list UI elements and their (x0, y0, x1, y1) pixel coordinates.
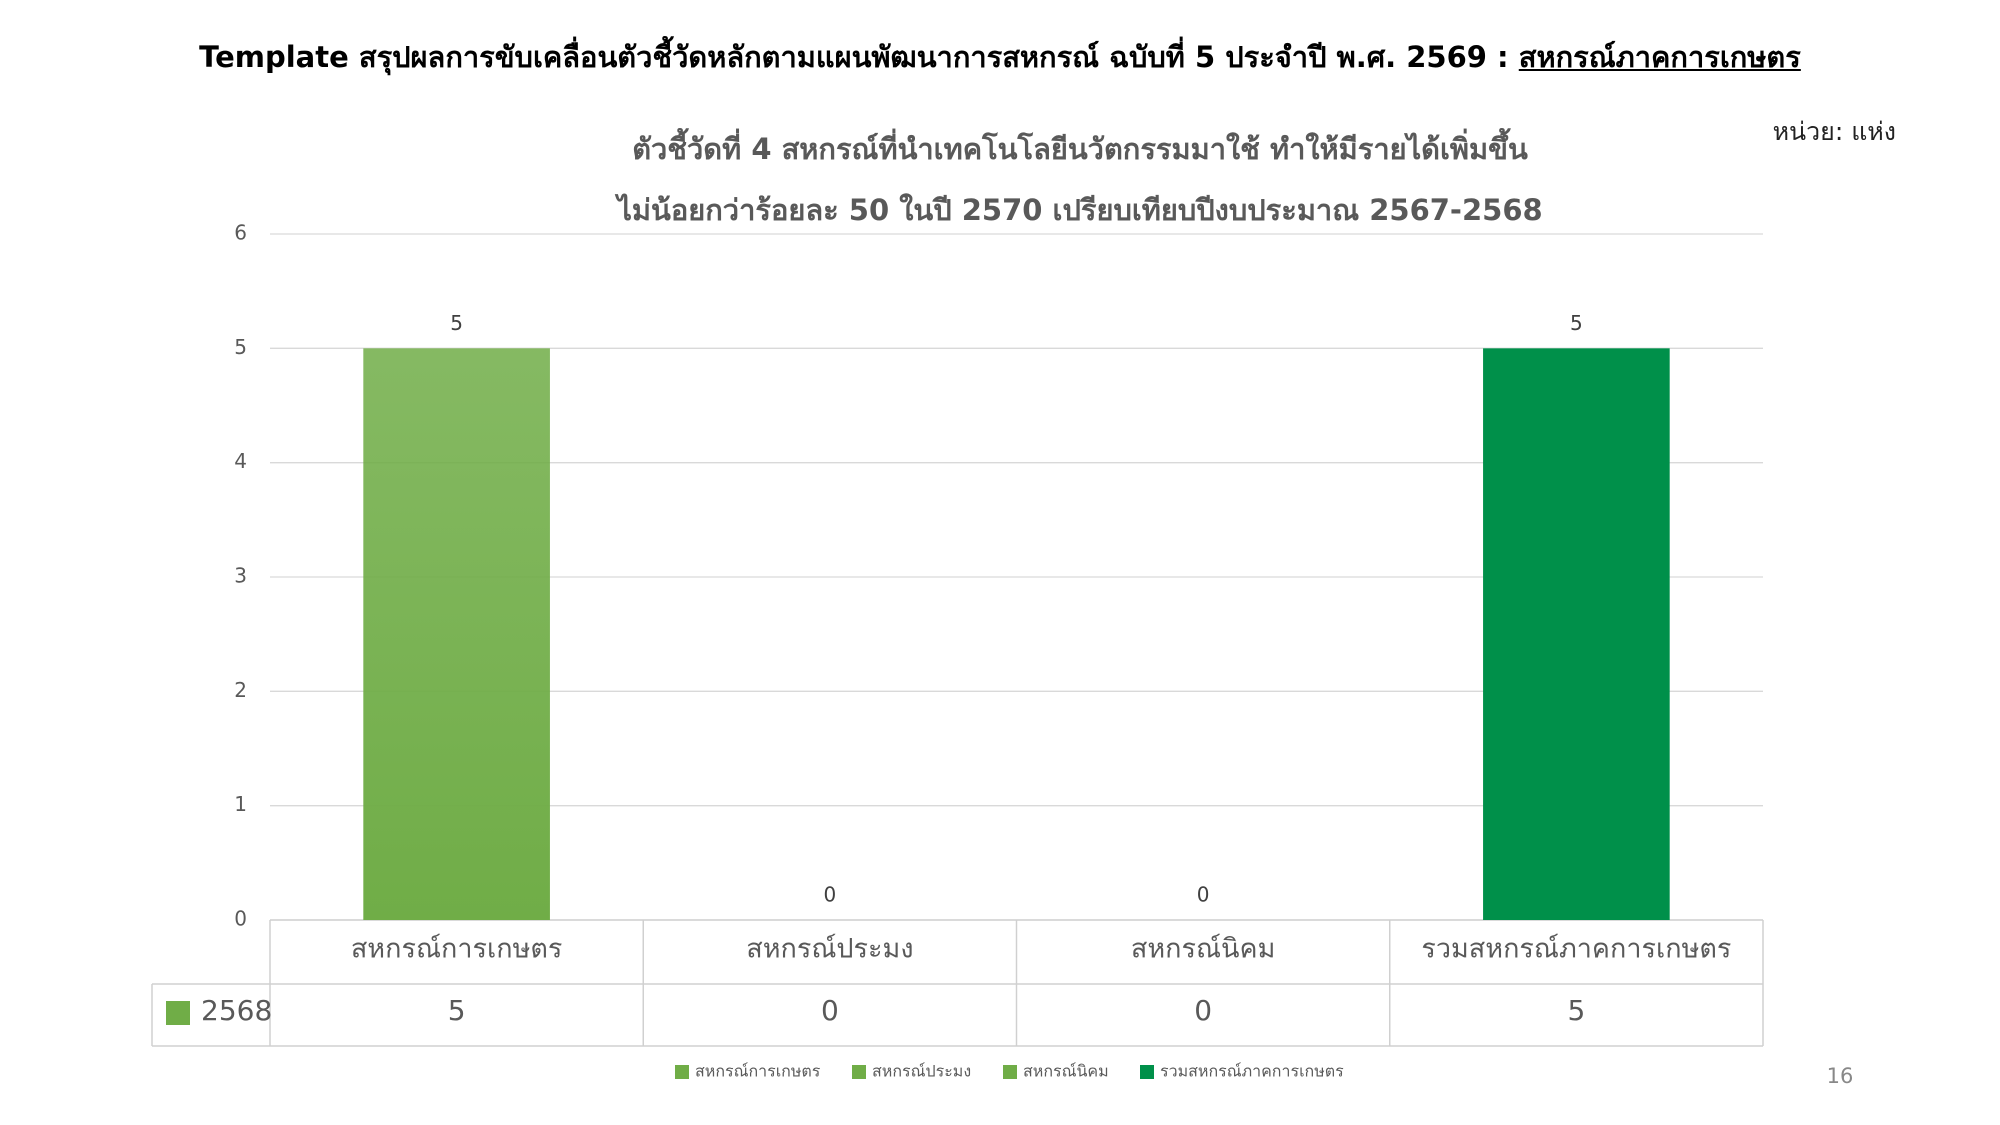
page-number: 16 (1827, 1064, 1854, 1088)
legend-label: สหกรณ์นิคม (1023, 1062, 1109, 1081)
x-tick-label: สหกรณ์นิคม (1131, 933, 1276, 965)
legend-key (675, 1065, 689, 1079)
page-title: Template สรุปผลการขับเคลื่อนตัวชี้วัดหลั… (0, 34, 2000, 80)
y-tick-label: 2 (234, 678, 247, 702)
legend-key (1003, 1065, 1017, 1079)
table-value: 0 (821, 994, 839, 1027)
legend-label: รวมสหกรณ์ภาคการเกษตร (1160, 1062, 1344, 1081)
x-tick-label: สหกรณ์การเกษตร (351, 933, 563, 965)
table-value: 5 (448, 994, 466, 1027)
data-label: 0 (824, 883, 837, 907)
legend-label: สหกรณ์ประมง (872, 1062, 971, 1081)
chart-subtitle: ไม่น้อยกว่าร้อยละ 50 ในปี 2570 เปรียบเที… (614, 193, 1542, 227)
table-series-name: 2568 (201, 994, 272, 1027)
y-tick-label: 1 (234, 792, 247, 816)
legend-key (1140, 1065, 1154, 1079)
y-tick-label: 6 (234, 221, 247, 245)
x-tick-label: สหกรณ์ประมง (746, 933, 913, 965)
data-label: 0 (1197, 883, 1210, 907)
table-legend-key (166, 1001, 190, 1025)
table-value: 5 (1567, 994, 1585, 1027)
y-tick-label: 3 (234, 564, 247, 588)
y-tick-label: 5 (234, 335, 247, 359)
chart-title: ตัวชี้วัดที่ 4 สหกรณ์ที่นำเทคโนโลยีนวัตก… (632, 127, 1528, 166)
y-tick-label: 0 (234, 907, 247, 931)
bar (363, 348, 550, 920)
x-tick-label: รวมสหกรณ์ภาคการเกษตร (1421, 933, 1731, 965)
data-label: 5 (1570, 311, 1583, 335)
legend-label: สหกรณ์การเกษตร (695, 1062, 821, 1081)
page-title-text: Template สรุปผลการขับเคลื่อนตัวชี้วัดหลั… (199, 40, 1509, 74)
table-value: 0 (1194, 994, 1212, 1027)
data-label: 5 (450, 311, 463, 335)
y-tick-label: 4 (234, 449, 247, 473)
unit-label: หน่วย: แห่ง (1772, 117, 1896, 146)
bar (1483, 348, 1670, 920)
page-title-underlined: สหกรณ์ภาคการเกษตร (1518, 40, 1801, 74)
legend-key (852, 1065, 866, 1079)
